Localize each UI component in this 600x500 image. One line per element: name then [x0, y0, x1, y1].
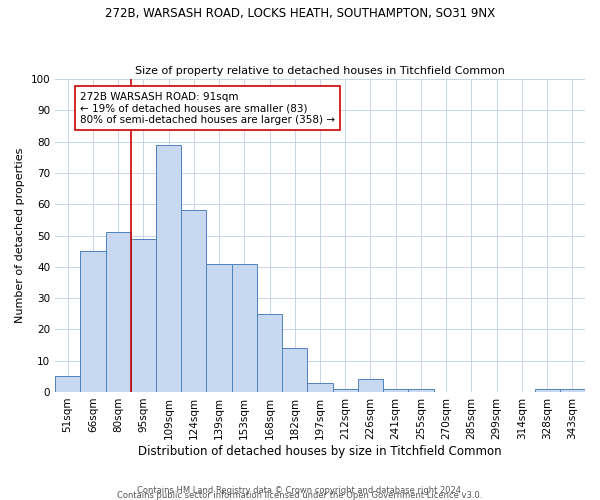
- X-axis label: Distribution of detached houses by size in Titchfield Common: Distribution of detached houses by size …: [138, 444, 502, 458]
- Bar: [156, 145, 181, 392]
- Bar: [307, 382, 332, 392]
- Bar: [80, 251, 106, 392]
- Text: Contains public sector information licensed under the Open Government Licence v3: Contains public sector information licen…: [118, 491, 482, 500]
- Bar: [282, 348, 307, 392]
- Bar: [106, 232, 131, 392]
- Bar: [206, 264, 232, 392]
- Y-axis label: Number of detached properties: Number of detached properties: [15, 148, 25, 323]
- Bar: [358, 380, 383, 392]
- Bar: [560, 389, 585, 392]
- Bar: [383, 389, 409, 392]
- Bar: [332, 389, 358, 392]
- Bar: [409, 389, 434, 392]
- Bar: [535, 389, 560, 392]
- Text: Contains HM Land Registry data © Crown copyright and database right 2024.: Contains HM Land Registry data © Crown c…: [137, 486, 463, 495]
- Bar: [131, 238, 156, 392]
- Bar: [257, 314, 282, 392]
- Bar: [55, 376, 80, 392]
- Text: 272B WARSASH ROAD: 91sqm
← 19% of detached houses are smaller (83)
80% of semi-d: 272B WARSASH ROAD: 91sqm ← 19% of detach…: [80, 92, 335, 125]
- Bar: [232, 264, 257, 392]
- Title: Size of property relative to detached houses in Titchfield Common: Size of property relative to detached ho…: [135, 66, 505, 76]
- Text: 272B, WARSASH ROAD, LOCKS HEATH, SOUTHAMPTON, SO31 9NX: 272B, WARSASH ROAD, LOCKS HEATH, SOUTHAM…: [105, 8, 495, 20]
- Bar: [181, 210, 206, 392]
